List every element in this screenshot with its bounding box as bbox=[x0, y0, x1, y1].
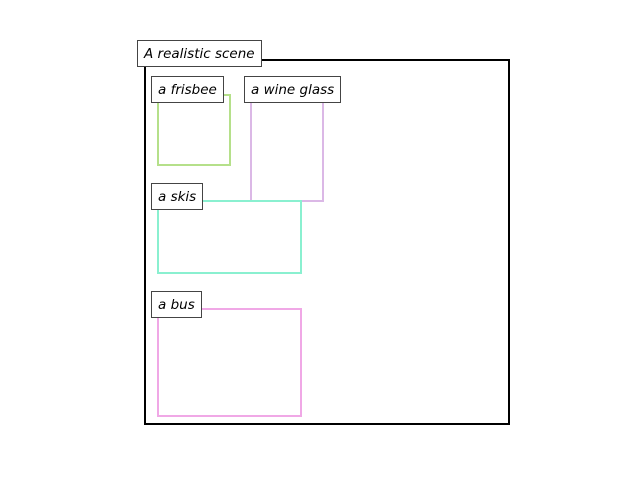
scene-frame bbox=[144, 59, 510, 425]
bus-box bbox=[157, 308, 302, 417]
frisbee-label: a frisbee bbox=[151, 76, 224, 103]
skis-box bbox=[157, 200, 302, 274]
bus-label: a bus bbox=[151, 291, 202, 318]
scene-title: A realistic scene bbox=[137, 40, 262, 67]
wine-glass-box bbox=[250, 94, 324, 202]
wine-glass-label: a wine glass bbox=[244, 76, 342, 103]
frisbee-box bbox=[157, 94, 231, 166]
skis-label: a skis bbox=[151, 183, 204, 210]
